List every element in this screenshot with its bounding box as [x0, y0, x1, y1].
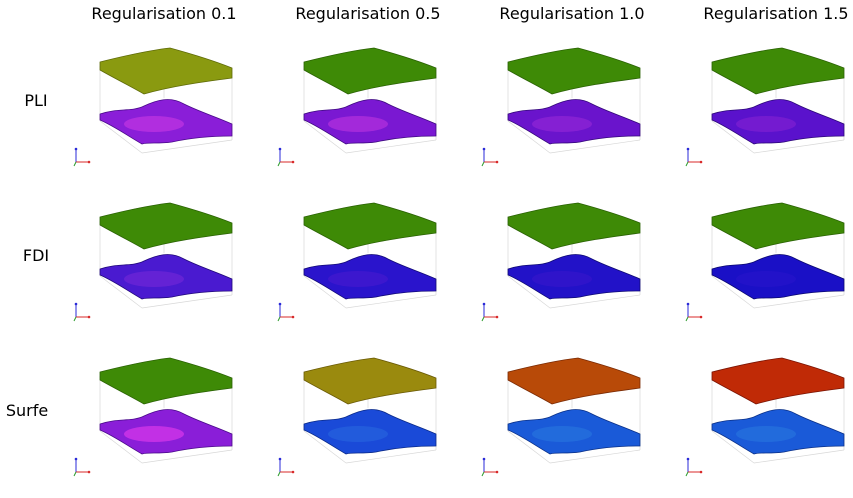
bounding-box — [711, 50, 845, 154]
bottom-surface-highlight — [736, 426, 796, 442]
bottom-surface-highlight — [124, 271, 184, 287]
bottom-surface-highlight — [124, 426, 184, 442]
surface-cell-r1-c2 — [480, 193, 660, 343]
bottom-surface-highlight — [736, 116, 796, 132]
bounding-box — [303, 205, 437, 309]
top-surface — [711, 357, 845, 405]
top-surface — [303, 202, 437, 250]
surface-plot — [685, 202, 845, 322]
bounding-box — [99, 50, 233, 154]
surface-cell-r2-c1 — [276, 348, 456, 498]
bottom-surface-highlight — [532, 271, 592, 287]
axes-triad-icon — [481, 457, 499, 477]
bottom-surface-highlight — [328, 116, 388, 132]
surface-plot — [73, 47, 233, 167]
axes-triad-icon — [685, 302, 703, 322]
axes-triad-icon — [277, 457, 295, 477]
surface-plot — [277, 357, 437, 477]
surface-cell-r0-c1 — [276, 38, 456, 188]
surface-cell-r2-c0 — [72, 348, 252, 498]
top-surface — [99, 357, 233, 405]
top-surface — [303, 357, 437, 405]
surface-plot — [73, 357, 233, 477]
top-surface — [711, 202, 845, 250]
top-surface — [711, 47, 845, 95]
axes-triad-icon — [685, 147, 703, 167]
axes-triad-icon — [481, 147, 499, 167]
bounding-box — [99, 205, 233, 309]
row-label-surfe: Surfe — [5, 401, 49, 420]
column-title-reg-0-1: Regularisation 0.1 — [91, 4, 237, 23]
surface-cell-r1-c0 — [72, 193, 252, 343]
top-surface — [507, 357, 641, 405]
bottom-surface-highlight — [328, 426, 388, 442]
bounding-box — [711, 360, 845, 464]
surface-plot — [481, 357, 641, 477]
axes-triad-icon — [277, 302, 295, 322]
column-title-reg-1-0: Regularisation 1.0 — [499, 4, 645, 23]
surface-cell-r1-c1 — [276, 193, 456, 343]
bounding-box — [507, 50, 641, 154]
column-title-reg-0-5: Regularisation 0.5 — [295, 4, 441, 23]
bounding-box — [303, 50, 437, 154]
bounding-box — [99, 360, 233, 464]
axes-triad-icon — [73, 457, 91, 477]
surface-plot — [73, 202, 233, 322]
surface-cell-r0-c3 — [684, 38, 853, 188]
bounding-box — [303, 360, 437, 464]
surface-cell-r0-c2 — [480, 38, 660, 188]
axes-triad-icon — [277, 147, 295, 167]
surface-cell-r0-c0 — [72, 38, 252, 188]
row-label-pli: PLI — [24, 91, 48, 110]
surface-plot — [685, 47, 845, 167]
top-surface — [99, 47, 233, 95]
bottom-surface-highlight — [328, 271, 388, 287]
column-title-reg-1-5: Regularisation 1.5 — [703, 4, 849, 23]
surface-cell-r2-c3 — [684, 348, 853, 498]
axes-triad-icon — [481, 302, 499, 322]
axes-triad-icon — [685, 457, 703, 477]
surface-cell-r2-c2 — [480, 348, 660, 498]
bounding-box — [711, 205, 845, 309]
bottom-surface-highlight — [532, 116, 592, 132]
bottom-surface-highlight — [736, 271, 796, 287]
top-surface — [507, 47, 641, 95]
surface-plot — [277, 47, 437, 167]
bottom-surface-highlight — [124, 116, 184, 132]
surface-plot — [685, 357, 845, 477]
row-label-fdi: FDI — [22, 246, 50, 265]
bounding-box — [507, 360, 641, 464]
top-surface — [303, 47, 437, 95]
bounding-box — [507, 205, 641, 309]
surface-plot — [481, 47, 641, 167]
bottom-surface-highlight — [532, 426, 592, 442]
surface-cell-r1-c3 — [684, 193, 853, 343]
surface-plot — [277, 202, 437, 322]
top-surface — [507, 202, 641, 250]
axes-triad-icon — [73, 302, 91, 322]
top-surface — [99, 202, 233, 250]
surface-plot — [481, 202, 641, 322]
axes-triad-icon — [73, 147, 91, 167]
